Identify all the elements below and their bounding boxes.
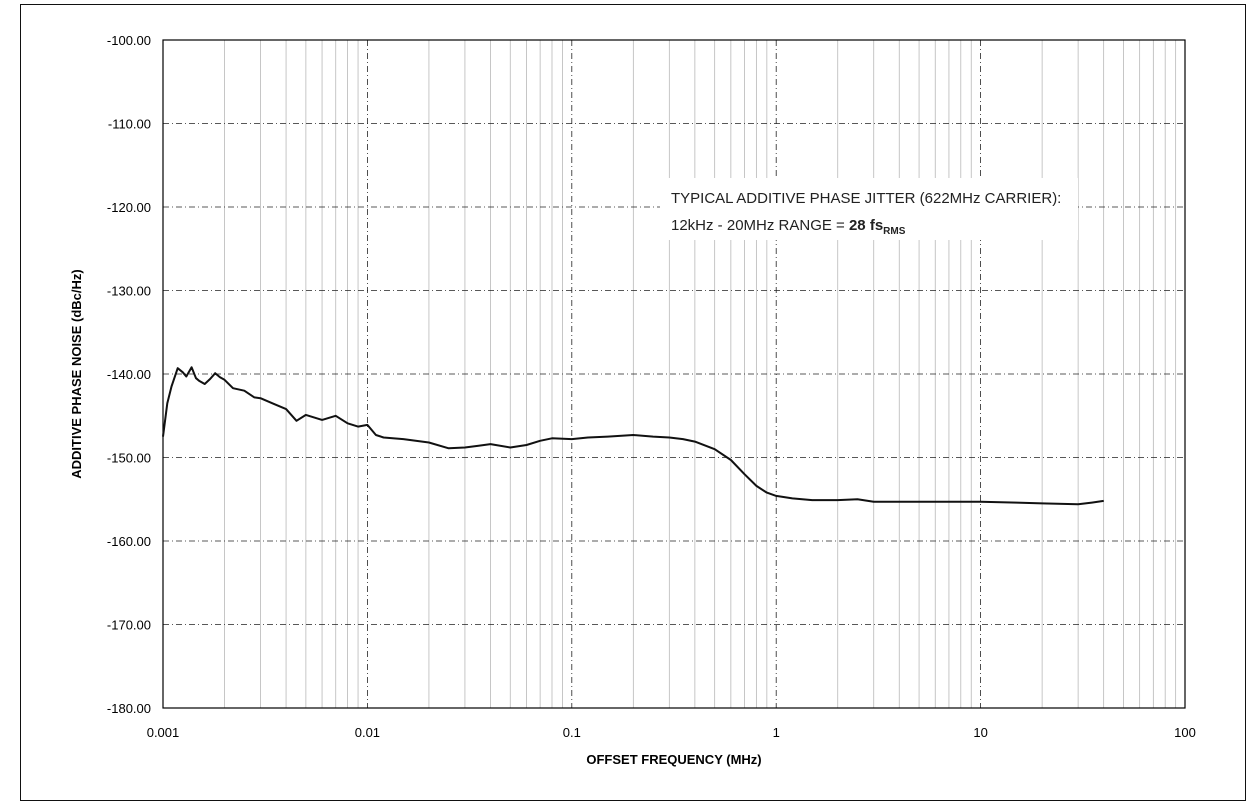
x-tick-label: 0.01: [355, 725, 380, 740]
annotation-line-2: 12kHz - 20MHz RANGE = 28 fsRMS: [671, 217, 906, 237]
annotation-range-text: 12kHz - 20MHz RANGE =: [671, 217, 849, 234]
y-tick-label: -100.00: [107, 33, 151, 48]
y-tick-label: -110.00: [108, 117, 151, 132]
plot-area-border: [162, 39, 1186, 709]
x-axis-title: OFFSET FREQUENCY (MHz): [586, 752, 761, 767]
chart-frame: [20, 4, 1246, 801]
x-tick-label: 0.001: [147, 725, 180, 740]
y-tick-label: -120.00: [107, 200, 151, 215]
major-gridlines: [162, 39, 1186, 709]
x-tick-label: 100: [1174, 725, 1196, 740]
phase-noise-series-line: [162, 366, 1104, 506]
y-tick-label: -160.00: [107, 534, 151, 549]
y-tick-label: -180.00: [107, 701, 151, 716]
y-axis-tick-labels: -100.00 -110.00 -120.00 -130.00 -140.00 -150.…: [107, 33, 151, 716]
x-tick-label: 10: [973, 725, 987, 740]
annotation-jitter-value: 28 fs: [849, 217, 883, 234]
y-tick-label: -150.00: [107, 451, 151, 466]
x-tick-label: 1: [773, 725, 780, 740]
annotation-line-1: TYPICAL ADDITIVE PHASE JITTER (622MHz CA…: [671, 190, 1061, 207]
y-tick-label: -140.00: [107, 367, 151, 382]
x-tick-label: 0.1: [563, 725, 581, 740]
y-axis-title: ADDITIVE PHASE NOISE (dBc/Hz): [69, 269, 84, 478]
y-tick-label: -170.00: [107, 618, 151, 633]
annotation-jitter-unit-subscript: RMS: [883, 226, 906, 237]
x-axis-tick-labels: 0.001 0.01 0.1 1 10 100: [147, 725, 1196, 740]
annotation-background: [660, 178, 1078, 240]
y-tick-label: -130.00: [107, 284, 151, 299]
jitter-annotation: TYPICAL ADDITIVE PHASE JITTER (622MHz CA…: [660, 178, 1078, 240]
